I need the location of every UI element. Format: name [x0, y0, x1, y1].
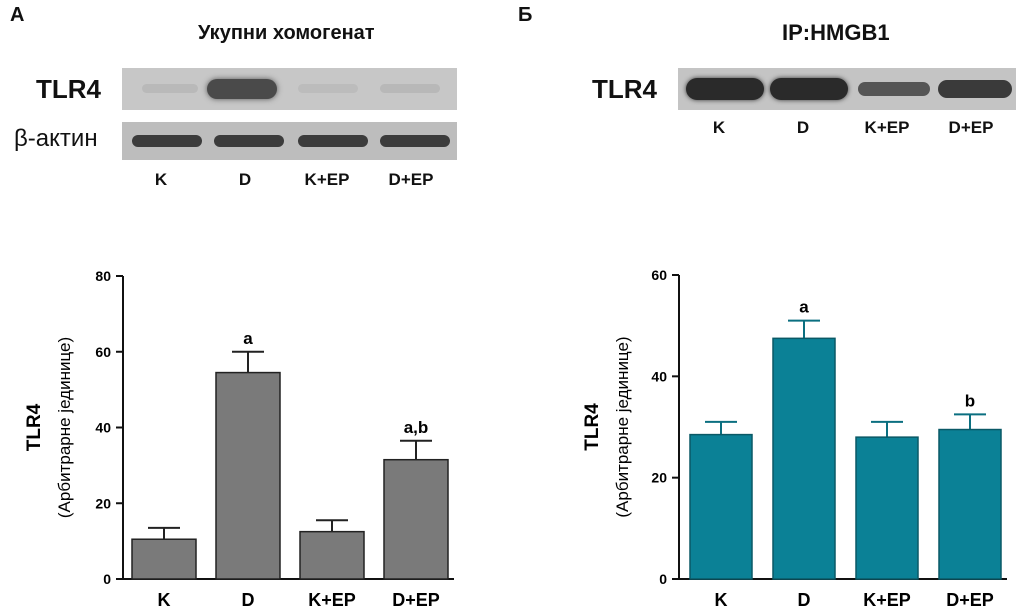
blot-a-lane-label: D+EP — [388, 170, 434, 189]
y-tick-label: 40 — [651, 368, 667, 384]
blot-b-row-tlr4-label: TLR4 — [592, 74, 657, 104]
blot-band — [858, 82, 930, 96]
blot-band — [686, 78, 764, 100]
blot-band — [298, 135, 368, 147]
x-category-label: K — [715, 590, 728, 610]
y-tick-label: 60 — [651, 267, 667, 283]
panel-a-letter: A — [10, 4, 25, 26]
bar-annotation: a — [243, 329, 253, 348]
blot-band — [132, 135, 202, 147]
x-category-label: D+EP — [946, 590, 994, 610]
blot-b-lane-label: K+EP — [864, 118, 910, 137]
panel-b-letter: Б — [518, 4, 533, 26]
blot-a-tlr4-strip — [122, 68, 457, 110]
bar — [131, 538, 197, 580]
x-category-label: K+EP — [863, 590, 911, 610]
blot-a-row-tlr4-label: TLR4 — [36, 74, 101, 104]
bar — [772, 337, 836, 580]
panel-b-title: IP:HMGB1 — [782, 20, 890, 45]
y-tick-label: 60 — [95, 344, 111, 360]
y-tick-label: 20 — [651, 470, 667, 486]
chart-a: 0 20 40 60 80 Ka D K+EP a,b D+EP TLR4 (Арбитрарне ј… — [24, 268, 454, 610]
blot-band — [938, 80, 1012, 98]
blot-a-lane-label: K — [154, 170, 168, 189]
blot-band — [380, 84, 440, 93]
y-tick-label: 20 — [95, 495, 111, 511]
x-category-label: K+EP — [308, 590, 356, 610]
blot-b-lane-label: D — [796, 118, 810, 137]
bar — [938, 428, 1002, 580]
blot-a-lane-label: K+EP — [304, 170, 350, 189]
x-category-label: K — [158, 590, 171, 610]
blot-b-tlr4-strip — [678, 68, 1016, 110]
bar — [299, 530, 365, 580]
bar — [215, 371, 281, 580]
blot-band — [207, 79, 277, 99]
blot-band — [298, 84, 358, 93]
y-tick-label: 40 — [95, 420, 111, 436]
y-axis-sublabel: (Арбитрарне јединице) — [613, 336, 632, 517]
y-tick-label: 80 — [95, 268, 111, 284]
bar-annotation: a,b — [404, 418, 429, 437]
x-category-label: D+EP — [392, 590, 440, 610]
x-category-label: D — [798, 590, 811, 610]
panel-a-title: Укупни хомогенат — [198, 22, 375, 44]
y-axis-label: TLR4 — [24, 403, 45, 451]
blot-a-actin-strip — [122, 122, 457, 160]
blot-b-lane-label: D+EP — [948, 118, 994, 137]
bar-annotation: b — [965, 391, 975, 410]
y-tick-label: 0 — [659, 571, 667, 587]
blot-band — [142, 84, 198, 93]
y-axis-label: TLR4 — [582, 403, 603, 451]
blot-b-lane-label: K — [712, 118, 726, 137]
blot-band — [770, 78, 848, 100]
y-tick-label: 0 — [103, 571, 111, 587]
blot-band — [380, 135, 450, 147]
bar-annotation: a — [799, 298, 809, 317]
y-axis-sublabel: (Арбитрарне јединице) — [55, 337, 74, 518]
x-category-label: D — [242, 590, 255, 610]
bar — [383, 458, 449, 580]
blot-a-row-actin-label: β-актин — [14, 125, 98, 152]
blot-band — [214, 135, 284, 147]
blot-a-lane-label: D — [238, 170, 252, 189]
bar — [689, 433, 753, 580]
bar — [855, 436, 919, 580]
chart-b: 0 20 40 60 Ka D K+EP b D+EP TLR4 (Арбитрарне једин… — [582, 267, 1007, 610]
